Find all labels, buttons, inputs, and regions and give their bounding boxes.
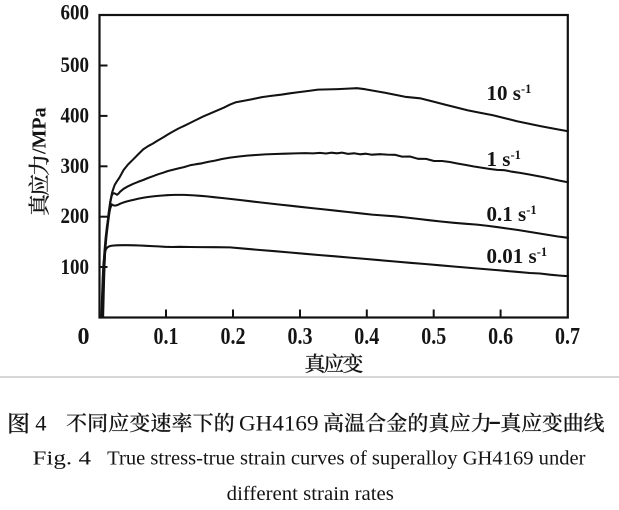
svg-text:400: 400 <box>61 102 90 127</box>
svg-text:0.1: 0.1 <box>154 324 179 350</box>
svg-text:True stress-true strain curves: True stress-true strain curves of supera… <box>107 448 586 470</box>
svg-text:/MPa: /MPa <box>29 107 51 155</box>
svg-text:0: 0 <box>78 324 90 350</box>
svg-text:different strain rates: different strain rates <box>227 483 394 505</box>
svg-text:0.2: 0.2 <box>221 324 246 350</box>
svg-text:GH4169: GH4169 <box>239 411 319 436</box>
svg-text:0.3: 0.3 <box>288 324 313 350</box>
svg-text:200: 200 <box>61 203 90 228</box>
svg-text:100: 100 <box>61 254 90 279</box>
svg-text:0.7: 0.7 <box>555 324 580 350</box>
svg-text:4: 4 <box>35 411 46 436</box>
svg-text:Fig. 4: Fig. 4 <box>33 448 92 470</box>
svg-text:0.4: 0.4 <box>354 324 379 350</box>
svg-text:0.5: 0.5 <box>421 324 446 350</box>
svg-text:0.6: 0.6 <box>488 324 513 350</box>
svg-text:300: 300 <box>61 153 90 178</box>
svg-text:600: 600 <box>61 0 90 25</box>
svg-text:500: 500 <box>61 52 90 77</box>
